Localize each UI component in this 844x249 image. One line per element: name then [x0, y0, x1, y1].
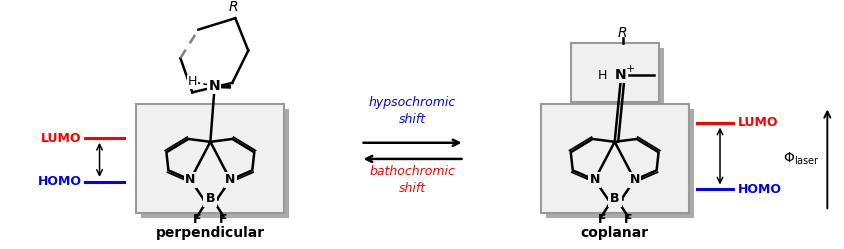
- Text: perpendicular: perpendicular: [156, 226, 265, 241]
- Text: N: N: [185, 173, 196, 186]
- Text: LUMO: LUMO: [738, 116, 778, 129]
- Text: F: F: [193, 213, 202, 226]
- Text: LUMO: LUMO: [41, 131, 82, 144]
- Text: H: H: [187, 75, 197, 88]
- Text: N: N: [225, 173, 235, 186]
- Text: R: R: [618, 26, 627, 40]
- Text: N: N: [630, 173, 640, 186]
- Text: N: N: [615, 68, 626, 82]
- Text: H: H: [598, 69, 608, 82]
- Text: HOMO: HOMO: [738, 183, 782, 196]
- Bar: [137, 104, 284, 213]
- Polygon shape: [219, 85, 230, 88]
- Text: F: F: [598, 213, 606, 226]
- Text: N: N: [589, 173, 600, 186]
- Text: F: F: [219, 213, 228, 226]
- Bar: [541, 104, 689, 213]
- Bar: [576, 48, 663, 107]
- Text: B: B: [610, 192, 619, 205]
- Text: F: F: [624, 213, 632, 226]
- Text: R: R: [229, 0, 238, 14]
- Bar: [546, 109, 694, 218]
- Text: hypsochromic
shift: hypsochromic shift: [369, 96, 456, 126]
- Bar: [142, 109, 289, 218]
- Text: $\Phi_\mathrm{laser}$: $\Phi_\mathrm{laser}$: [782, 151, 820, 167]
- Text: coplanar: coplanar: [581, 226, 649, 241]
- Text: +: +: [626, 63, 636, 74]
- Text: N: N: [208, 79, 220, 93]
- Text: B: B: [206, 192, 215, 205]
- Text: HOMO: HOMO: [38, 175, 82, 188]
- Bar: [571, 43, 658, 102]
- Text: bathochromic
shift: bathochromic shift: [370, 165, 456, 195]
